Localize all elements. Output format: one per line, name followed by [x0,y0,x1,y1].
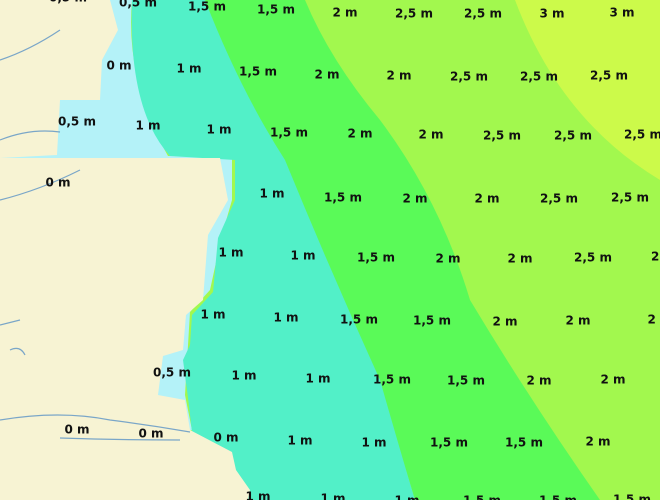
wave-height-label: 1,5 m [430,436,468,450]
wave-height-label: 1,5 m [188,0,226,14]
wave-height-label: 1,5 m [447,374,485,388]
wave-height-label: 1,5 m [324,191,362,205]
wave-height-label: 0 m [45,176,70,190]
wave-height-label: 1,5 m [613,493,651,500]
wave-height-label: 3 m [539,7,564,21]
wave-height-label: 1 m [273,311,298,325]
wave-height-label: 1,5 m [270,126,308,140]
wave-height-label: 0 m [213,431,238,445]
wave-height-label: 2 m [386,69,411,83]
wave-height-label: 1 m [361,436,386,450]
wave-height-label: 0 m [64,423,89,437]
wave-height-label: 1 m [259,187,284,201]
wave-height-label: 1,5 m [505,436,543,450]
wave-height-label: 2 m [526,374,551,388]
wave-height-label: 0 m [138,427,163,441]
sea-yellow [515,0,660,180]
wave-height-label: 2,5 m [574,251,612,265]
wave-height-label: 1,5 m [539,494,577,500]
wave-height-label: 1,5 m [373,373,411,387]
wave-height-label: 1 m [206,123,231,137]
wave-height-label: 2,5 m [624,128,660,142]
wave-height-label: 2 m [600,373,625,387]
wave-height-label: 1 m [290,249,315,263]
wave-height-label: 2,5 m [395,7,433,21]
wave-height-label: 2 m [314,68,339,82]
wave-height-label: 2 m [474,192,499,206]
wave-height-label: 1,5 m [413,314,451,328]
wave-height-label: 3 m [609,6,634,20]
wave-height-label: 1 m [245,490,270,500]
coastline [0,29,191,441]
wave-height-label: 2,5 m [483,129,521,143]
wave-height-label: 1 m [135,119,160,133]
wave-height-label: 1 m [231,369,256,383]
wave-height-label: 2 m [347,127,372,141]
wave-height-label: 1,5 m [239,65,277,79]
wave-height-label: 0,5 m [153,366,191,380]
wave-height-label: 0,5 m [49,0,87,5]
wave-height-label: 1 m [287,434,312,448]
wave-height-label: 2,5 m [611,191,649,205]
wave-height-label: 2 m [585,435,610,449]
wave-height-label: 1,5 m [257,3,295,17]
wave-height-label: 2,5 m [540,192,578,206]
wave-height-label: 0,5 m [119,0,157,10]
wave-height-label: 2 m [507,252,532,266]
wave-height-label: 1,5 m [357,251,395,265]
wave-height-label: 2 m [435,252,460,266]
wave-height-label: 2,5 m [554,129,592,143]
wave-height-label: 0,5 m [58,115,96,129]
wave-height-label: 1 m [305,372,330,386]
wave-height-label: 2,5 m [651,250,660,264]
sea-green [205,0,600,500]
wave-height-label: 2 m [492,315,517,329]
wave-height-label: 2 m [402,192,427,206]
wave-height-label: 1 m [394,494,419,500]
wave-height-label: 0 m [106,59,131,73]
wave-height-label: 2,5 m [590,69,628,83]
wave-height-label: 1 m [200,308,225,322]
wave-height-label: 1,5 m [340,313,378,327]
land-north [0,0,118,158]
wave-height-label: 1 m [320,492,345,500]
wave-height-label: 1,5 m [463,494,501,500]
sea-turquoise [131,0,416,500]
wave-height-label: 2 m [565,314,590,328]
wave-height-label: 2,5 m [450,70,488,84]
wave-height-label: 2 m [332,6,357,20]
wave-height-label: 2 m [418,128,443,142]
wave-height-label: 2,5 m [520,70,558,84]
wave-height-label: 2,5 m [464,7,502,21]
wave-height-label: 2 m [647,313,660,327]
wave-height-label: 1 m [176,62,201,76]
wave-height-label: 1 m [218,246,243,260]
